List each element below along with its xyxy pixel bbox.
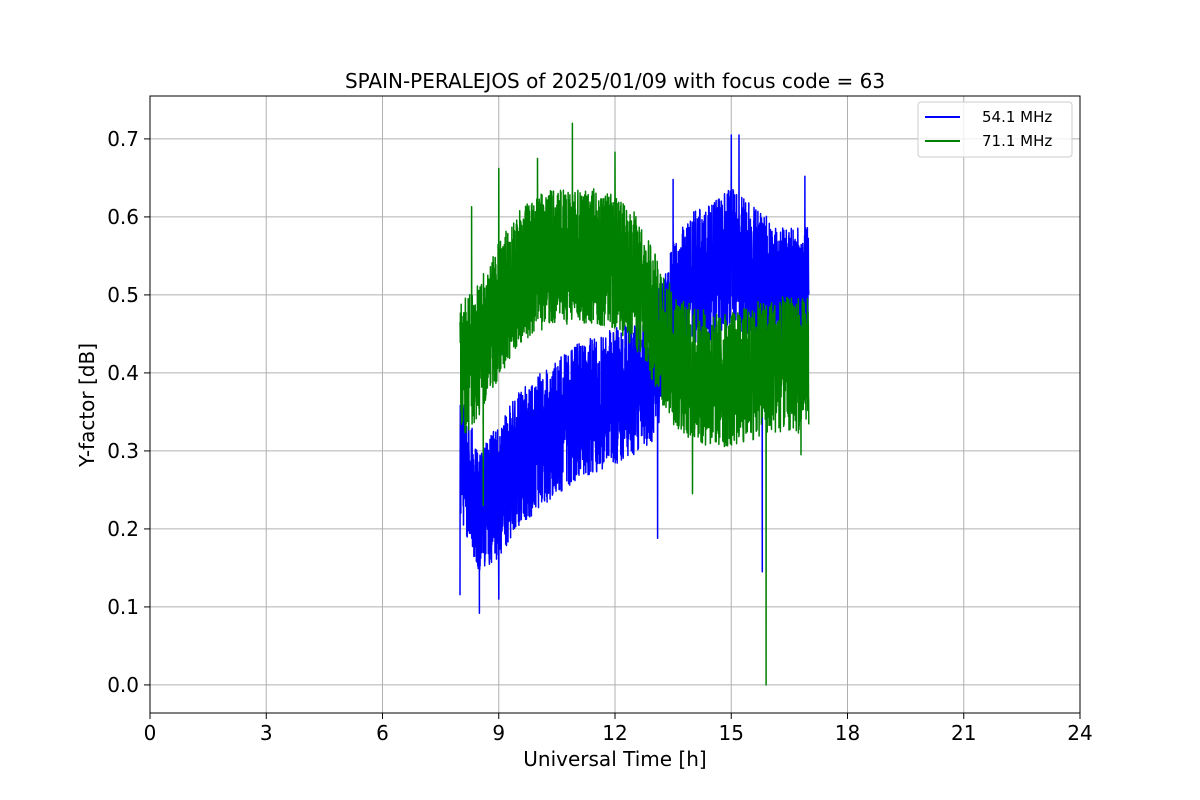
x-tick-label: 3 — [260, 721, 273, 745]
x-tick-label: 6 — [376, 721, 389, 745]
chart-title: SPAIN-PERALEJOS of 2025/01/09 with focus… — [345, 69, 885, 93]
x-tick-label: 9 — [492, 721, 505, 745]
y-tick-label: 0.5 — [107, 283, 139, 307]
legend-box — [917, 101, 1073, 158]
y-axis-label: Y-factor [dB] — [75, 343, 99, 468]
legend: 54.1 MHz 71.1 MHz — [917, 101, 1073, 158]
x-tick-label: 24 — [1067, 721, 1092, 745]
y-tick-label: 0.4 — [107, 361, 139, 385]
legend-label-71mhz: 71.1 MHz — [982, 132, 1052, 150]
x-tick-label: 15 — [719, 721, 744, 745]
y-tick-label: 0.6 — [107, 205, 139, 229]
x-tick-label: 18 — [835, 721, 860, 745]
series-line-54-1-mhz — [459, 134, 810, 614]
legend-label-54mhz: 54.1 MHz — [982, 108, 1052, 126]
x-tick-label: 0 — [144, 721, 157, 745]
y-tick-label: 0.1 — [107, 595, 139, 619]
ticks: 0 3 6 9 12 15 18 21 24 0.0 0.1 0.2 0.3 0.4 0.5 0.6 0.7 — [107, 127, 1093, 745]
y-tick-label: 0.0 — [107, 673, 139, 697]
y-tick-label: 0.3 — [107, 439, 139, 463]
series-layer — [459, 122, 810, 686]
y-tick-label: 0.2 — [107, 517, 139, 541]
series-line-71-1-mhz — [459, 122, 810, 686]
x-axis-label: Universal Time [h] — [523, 747, 706, 771]
y-tick-label: 0.7 — [107, 127, 139, 151]
x-tick-label: 12 — [602, 721, 627, 745]
x-tick-label: 21 — [951, 721, 976, 745]
